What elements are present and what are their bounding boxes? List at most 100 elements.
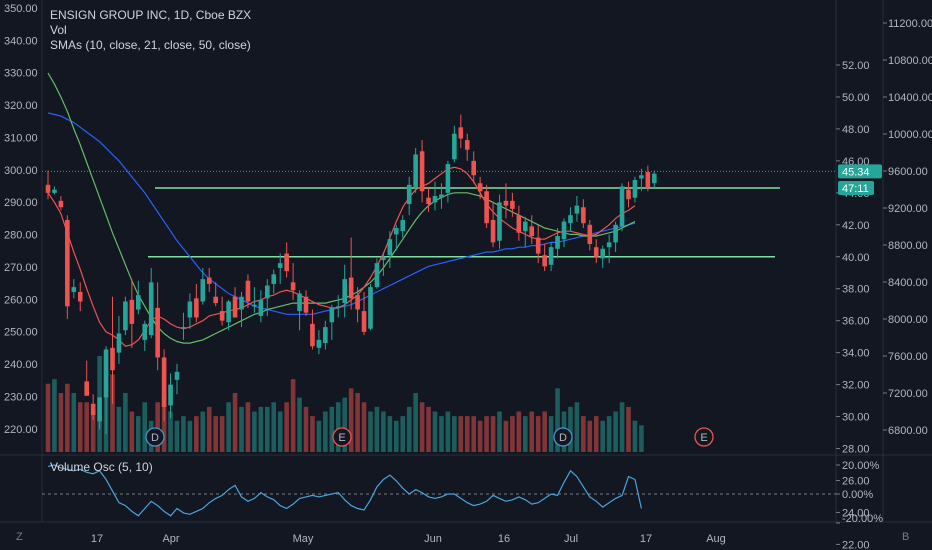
volume-bar bbox=[510, 416, 515, 452]
event-marker-earnings[interactable]: E bbox=[332, 427, 352, 447]
candle-body bbox=[129, 299, 135, 324]
volume-bar bbox=[516, 411, 522, 452]
event-marker-earnings[interactable]: E bbox=[694, 427, 714, 447]
candle-body bbox=[303, 296, 309, 313]
scale-mode-button[interactable]: B bbox=[902, 531, 910, 543]
timezone-button[interactable]: Z bbox=[16, 531, 23, 543]
volume-bar bbox=[381, 411, 386, 452]
candle-body bbox=[452, 133, 457, 160]
candle-body bbox=[45, 184, 51, 193]
candle-body bbox=[593, 247, 599, 257]
event-marker-dividend[interactable]: D bbox=[145, 427, 165, 447]
candle-body bbox=[161, 357, 167, 407]
volume-bar bbox=[426, 406, 431, 452]
volume-bar bbox=[297, 397, 302, 452]
candle-body bbox=[503, 200, 509, 206]
candle-body bbox=[581, 207, 586, 224]
price-axis-tick: 32.00 bbox=[842, 380, 870, 392]
candle-body bbox=[639, 175, 644, 179]
candle-body bbox=[187, 301, 193, 318]
volume-bar bbox=[639, 425, 644, 452]
volume-bar bbox=[116, 406, 122, 452]
volume-bar bbox=[413, 393, 418, 452]
candle-body bbox=[252, 304, 257, 307]
candle-body bbox=[316, 339, 322, 348]
countdown-badge bbox=[838, 181, 874, 196]
candle-body bbox=[568, 215, 573, 224]
candle-body bbox=[258, 299, 264, 316]
candle-body bbox=[97, 397, 102, 422]
candle-body bbox=[271, 274, 277, 284]
left-axis-tick: 240.00 bbox=[4, 359, 38, 371]
candle-body bbox=[323, 327, 328, 344]
event-circle bbox=[694, 427, 714, 447]
price-axis-tick: 28.00 bbox=[842, 444, 870, 456]
symbol-title[interactable]: ENSIGN GROUP INC, 1D, Cboe BZX bbox=[50, 8, 252, 22]
volume-osc-label[interactable]: Volume Osc (5, 10) bbox=[50, 460, 153, 474]
candle-body bbox=[226, 301, 231, 323]
left-axis-tick: 300.00 bbox=[4, 165, 38, 177]
volume-bar bbox=[200, 411, 206, 452]
volume-bar bbox=[271, 402, 277, 452]
price-axis-tick: 36.00 bbox=[842, 316, 870, 328]
volume-bar bbox=[142, 402, 148, 452]
volume-bar bbox=[265, 406, 270, 452]
candle-body bbox=[439, 194, 444, 198]
candle-body bbox=[142, 323, 148, 340]
candle-body bbox=[355, 295, 360, 310]
price-axis-tick: 34.00 bbox=[842, 348, 870, 360]
volume-bar bbox=[581, 416, 586, 452]
volume-bar bbox=[77, 402, 83, 452]
candle-body bbox=[394, 227, 399, 235]
volume-bar bbox=[90, 411, 96, 452]
candle-body bbox=[490, 220, 496, 243]
volume-bar bbox=[136, 416, 141, 452]
volume-bar bbox=[535, 416, 541, 452]
candle-body bbox=[116, 333, 122, 353]
osc-axis-tick: -20.00% bbox=[842, 513, 883, 525]
volume-bar bbox=[548, 416, 554, 452]
volume-bar bbox=[361, 402, 367, 452]
candle-body bbox=[510, 200, 515, 209]
volume-bar bbox=[123, 393, 128, 452]
candle-body bbox=[419, 151, 425, 192]
volume-indicator-label[interactable]: Vol bbox=[50, 23, 67, 37]
volume-axis-tick: 10000.00 bbox=[888, 129, 932, 141]
sma-indicator-label[interactable]: SMAs (10, close, 21, close, 50, close) bbox=[50, 38, 251, 52]
volume-bar bbox=[335, 402, 341, 452]
event-marker-dividend[interactable]: D bbox=[553, 427, 573, 447]
candle-body bbox=[561, 221, 567, 240]
volume-axis-tick: 8400.00 bbox=[888, 277, 928, 289]
volume-bar bbox=[587, 420, 593, 452]
volume-bar bbox=[471, 416, 476, 452]
candle-body bbox=[426, 197, 431, 205]
candle-body bbox=[555, 235, 560, 249]
last-price-value: 45.34 bbox=[842, 166, 870, 178]
volume-bar bbox=[110, 374, 115, 452]
candle-body bbox=[548, 247, 554, 265]
volume-bar bbox=[232, 393, 238, 452]
volume-bar bbox=[310, 416, 315, 452]
volume-axis-tick: 9600.00 bbox=[888, 166, 928, 178]
volume-axis-tick: 10800.00 bbox=[888, 55, 932, 67]
volume-bar bbox=[458, 416, 464, 452]
candle-body bbox=[110, 347, 115, 371]
price-axis-tick: 30.00 bbox=[842, 412, 870, 424]
volume-bar bbox=[65, 383, 70, 452]
candle-body bbox=[335, 306, 341, 308]
left-axis-tick: 280.00 bbox=[4, 230, 38, 242]
volume-bar bbox=[52, 379, 57, 452]
volume-bar bbox=[284, 402, 289, 452]
left-axis-tick: 340.00 bbox=[4, 35, 38, 47]
volume-bar bbox=[45, 383, 51, 452]
volume-bar bbox=[252, 411, 257, 452]
left-axis-tick: 230.00 bbox=[4, 391, 38, 403]
left-axis-tick: 310.00 bbox=[4, 132, 38, 144]
volume-bar bbox=[219, 416, 225, 452]
price-axis-tick: 22.00 bbox=[842, 539, 870, 550]
volume-bar bbox=[484, 416, 489, 452]
volume-axis-tick: 7200.00 bbox=[888, 388, 928, 400]
candle-body bbox=[65, 220, 70, 307]
